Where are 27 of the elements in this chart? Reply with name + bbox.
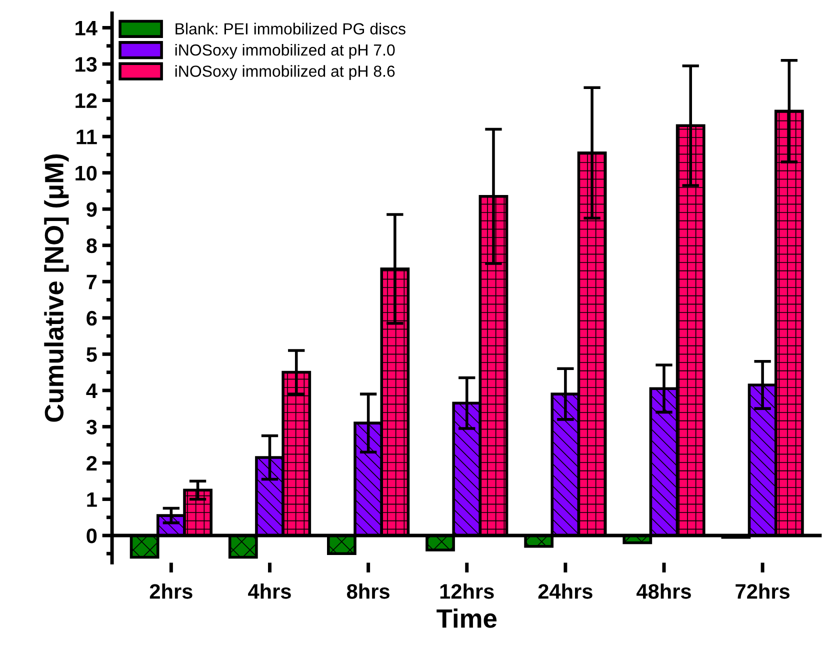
x-tick-label: 8hrs bbox=[346, 584, 390, 599]
x-tick-label: 48hrs bbox=[636, 584, 691, 599]
x-tick-label: 12hrs bbox=[440, 584, 494, 599]
legend-label: iNOSoxy immobilized at pH 7.0 bbox=[175, 44, 395, 59]
y-axis-title: Cumulative [NO] (μM) bbox=[44, 154, 69, 422]
y-tick-label: 8 bbox=[86, 238, 97, 254]
x-tick-label: 24hrs bbox=[538, 584, 592, 599]
y-tick-label: 5 bbox=[86, 347, 97, 362]
x-tick-label: 72hrs bbox=[736, 584, 790, 599]
y-tick-label: 2 bbox=[86, 456, 97, 471]
y-tick-label: 7 bbox=[86, 274, 97, 290]
y-tick-label: 0 bbox=[86, 528, 97, 544]
y-tick-label: 13 bbox=[76, 57, 97, 72]
y-tick-label: 11 bbox=[76, 130, 97, 144]
y-tick-label: 12 bbox=[76, 93, 97, 108]
legend-label: Blank: PEI immobilized PG discs bbox=[176, 22, 406, 34]
x-tick-label: 2hrs bbox=[150, 584, 192, 599]
y-tick-label: 10 bbox=[76, 166, 97, 181]
y-tick-label: 3 bbox=[86, 420, 97, 434]
x-tick-label: 4hrs bbox=[248, 584, 291, 599]
legend-label: iNOSoxy immobilized at pH 8.6 bbox=[175, 65, 395, 80]
y-tick-label: 1 bbox=[87, 492, 97, 507]
y-tick-label: 9 bbox=[86, 202, 97, 217]
y-tick-label: 4 bbox=[86, 384, 98, 398]
x-axis-title: Time bbox=[436, 608, 497, 628]
y-tick-label: 6 bbox=[86, 310, 97, 326]
y-tick-label: 14 bbox=[76, 20, 98, 36]
